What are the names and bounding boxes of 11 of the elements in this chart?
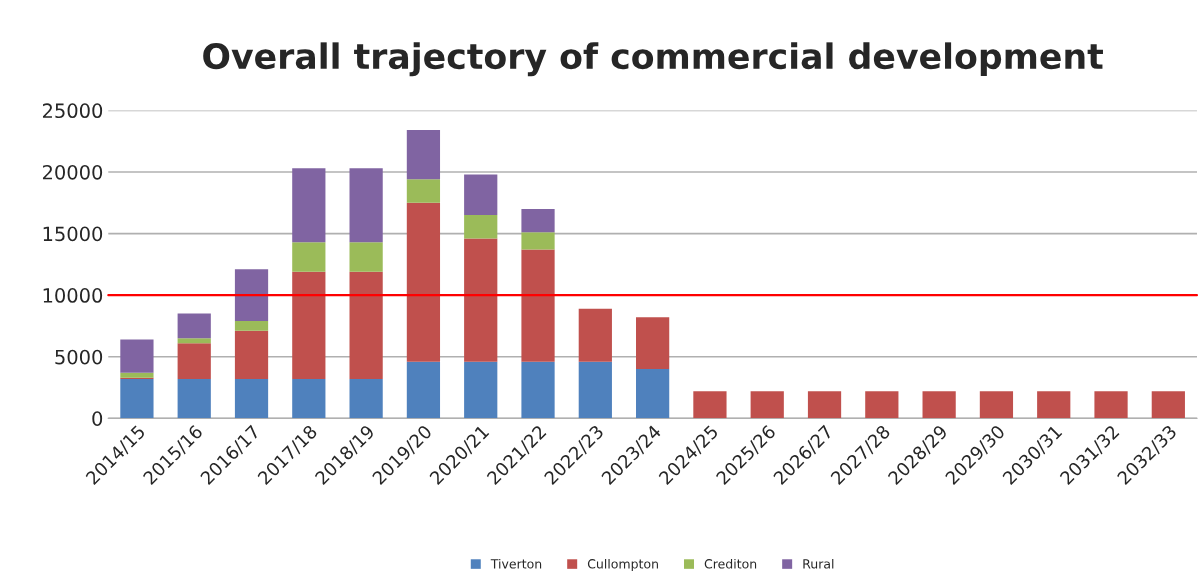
legend-label: Tiverton bbox=[490, 558, 542, 569]
y-tick-label: 10000 bbox=[43, 288, 103, 303]
y-tick-label: 20000 bbox=[42, 164, 103, 180]
chart-title: Overall trajectory of commercial development bbox=[203, 42, 1103, 77]
legend-label: Crediton bbox=[704, 558, 757, 569]
legend-label: Rural bbox=[803, 558, 834, 569]
y-tick-label: 15000 bbox=[43, 226, 103, 242]
y-tick-label: 0 bbox=[92, 411, 103, 426]
legend-label: Cullompton bbox=[587, 558, 658, 571]
y-tick-label: 5000 bbox=[55, 349, 103, 365]
y-tick-label: 25000 bbox=[42, 103, 103, 119]
